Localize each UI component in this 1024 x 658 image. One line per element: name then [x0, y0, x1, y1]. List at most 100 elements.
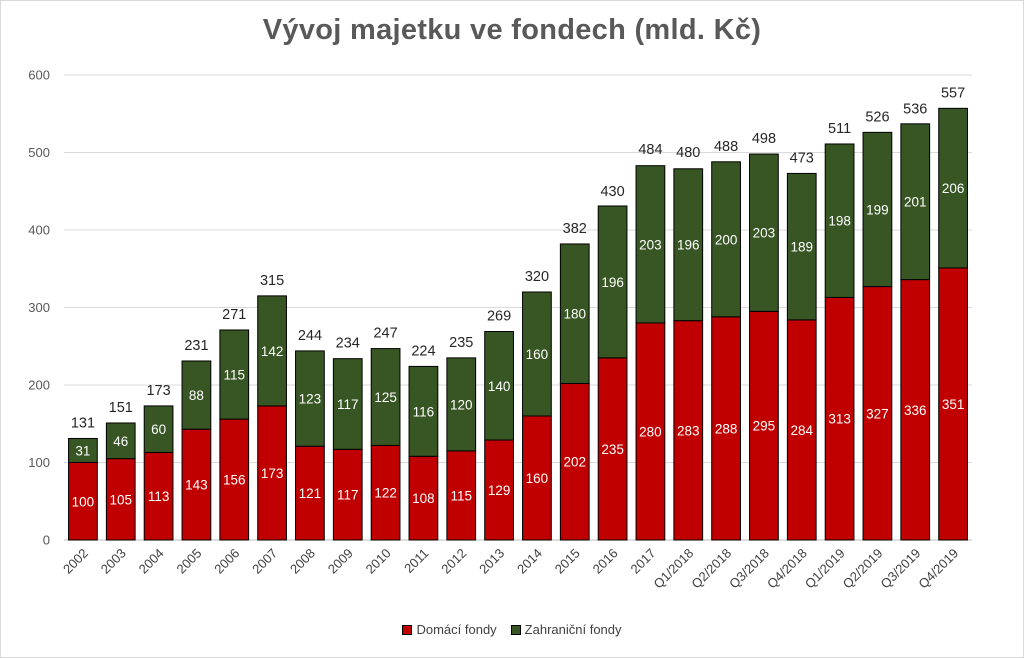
- bar-domestic: [446, 450, 477, 541]
- data-label-foreign: 140: [488, 379, 511, 394]
- x-tick-label: Q2/2018: [688, 546, 734, 592]
- data-label-domestic: 173: [261, 466, 284, 481]
- bar-domestic: [522, 415, 552, 541]
- bar-domestic: [408, 455, 439, 541]
- x-tick-label: Q1/2018: [650, 546, 696, 592]
- bar-foreign: [370, 348, 401, 446]
- legend-item-domestic: Domácí fondy: [402, 622, 497, 637]
- data-label-foreign: 123: [299, 392, 322, 407]
- bar-domestic: [786, 319, 817, 541]
- y-tick-label: 300: [28, 300, 50, 315]
- chart-legend: Domácí fondy Zahraniční fondy: [0, 622, 1024, 637]
- legend-item-foreign: Zahraniční fondy: [510, 622, 622, 637]
- data-label-foreign: 203: [639, 237, 662, 252]
- data-label-foreign: 115: [223, 368, 245, 383]
- data-label-foreign: 125: [374, 390, 397, 405]
- x-tick-label: Q2/2019: [840, 546, 886, 592]
- x-tick-label: 2003: [98, 546, 129, 577]
- x-tick-label: 2013: [476, 546, 507, 577]
- bar-foreign: [559, 243, 590, 384]
- total-label: 480: [676, 145, 700, 161]
- bar-domestic: [938, 267, 968, 541]
- x-tick-label: Q4/2019: [915, 546, 961, 592]
- data-label-domestic: 283: [677, 423, 700, 438]
- total-label: 131: [71, 415, 95, 431]
- chart-title: Vývoj majetku ve fondech (mld. Kč): [262, 14, 762, 46]
- data-label-foreign: 180: [563, 307, 586, 322]
- x-tick-label: 2008: [287, 546, 318, 577]
- total-label: 173: [146, 383, 170, 399]
- y-tick-label: 100: [28, 455, 50, 470]
- data-label-foreign: 120: [450, 397, 473, 412]
- total-label: 235: [449, 335, 473, 351]
- data-label-domestic: 313: [828, 412, 851, 427]
- data-label-foreign: 46: [113, 434, 128, 449]
- data-label-foreign: 198: [828, 214, 851, 229]
- x-tick-label: 2009: [325, 546, 356, 577]
- total-label: 382: [563, 221, 587, 237]
- total-label: 484: [638, 142, 662, 158]
- x-tick-label: Q4/2018: [764, 546, 810, 592]
- bar-foreign: [181, 360, 212, 430]
- data-label-foreign: 160: [526, 347, 549, 362]
- data-label-foreign: 196: [601, 275, 624, 290]
- total-label: 231: [184, 338, 208, 354]
- x-tick-label: 2007: [249, 546, 280, 577]
- data-label-domestic: 295: [753, 419, 776, 434]
- bar-foreign: [105, 422, 136, 460]
- data-label-foreign: 203: [753, 226, 776, 241]
- bar-foreign: [749, 153, 779, 312]
- x-tick-label: Q1/2019: [802, 546, 848, 592]
- legend-label-foreign: Zahraniční fondy: [524, 622, 622, 637]
- data-label-domestic: 108: [412, 491, 435, 506]
- data-label-domestic: 129: [488, 483, 511, 498]
- data-label-foreign: 31: [75, 443, 90, 458]
- bar-foreign: [711, 161, 741, 318]
- bar-foreign: [635, 165, 666, 324]
- bar-domestic: [673, 320, 704, 541]
- bar-foreign: [824, 143, 855, 298]
- total-label: 498: [752, 131, 776, 147]
- legend-swatch-domestic: [402, 624, 413, 635]
- legend-swatch-foreign: [510, 624, 521, 635]
- bar-foreign: [143, 405, 174, 453]
- x-tick-label: 2015: [552, 546, 583, 577]
- total-label: 247: [373, 326, 397, 342]
- bar-foreign: [862, 131, 893, 288]
- data-label-foreign: 206: [942, 181, 965, 196]
- x-tick-label: 2004: [136, 546, 167, 577]
- bar-domestic: [559, 382, 590, 541]
- x-tick-label: 2010: [363, 546, 394, 577]
- y-tick-label: 400: [28, 223, 50, 238]
- total-label: 430: [600, 184, 624, 200]
- data-label-foreign: 189: [790, 240, 813, 255]
- bar-foreign: [484, 331, 514, 441]
- data-label-domestic: 202: [563, 455, 586, 470]
- data-label-foreign: 116: [413, 404, 435, 419]
- bar-foreign: [446, 357, 477, 452]
- data-label-domestic: 143: [185, 478, 208, 493]
- total-label: 473: [790, 150, 814, 166]
- data-label-foreign: 60: [151, 422, 166, 437]
- x-tick-label: 2016: [590, 546, 621, 577]
- bar-domestic: [257, 405, 287, 541]
- data-label-foreign: 201: [904, 195, 927, 210]
- x-tick-label: 2017: [627, 546, 658, 577]
- y-tick-label: 0: [43, 533, 50, 548]
- data-label-domestic: 156: [223, 473, 246, 488]
- bar-domestic: [181, 428, 212, 541]
- bar-domestic: [635, 322, 666, 541]
- data-label-domestic: 160: [526, 471, 549, 486]
- bar-foreign: [673, 168, 704, 322]
- y-tick-label: 600: [28, 68, 50, 83]
- bar-domestic: [597, 357, 628, 541]
- x-tick-label: Q3/2018: [726, 546, 772, 592]
- x-tick-label: 2014: [514, 546, 545, 577]
- total-label: 488: [714, 139, 738, 155]
- legend-label-domestic: Domácí fondy: [416, 622, 497, 637]
- data-label-domestic: 280: [639, 425, 662, 440]
- total-label: 151: [109, 400, 133, 416]
- total-label: 511: [828, 121, 851, 137]
- data-label-domestic: 115: [450, 488, 472, 503]
